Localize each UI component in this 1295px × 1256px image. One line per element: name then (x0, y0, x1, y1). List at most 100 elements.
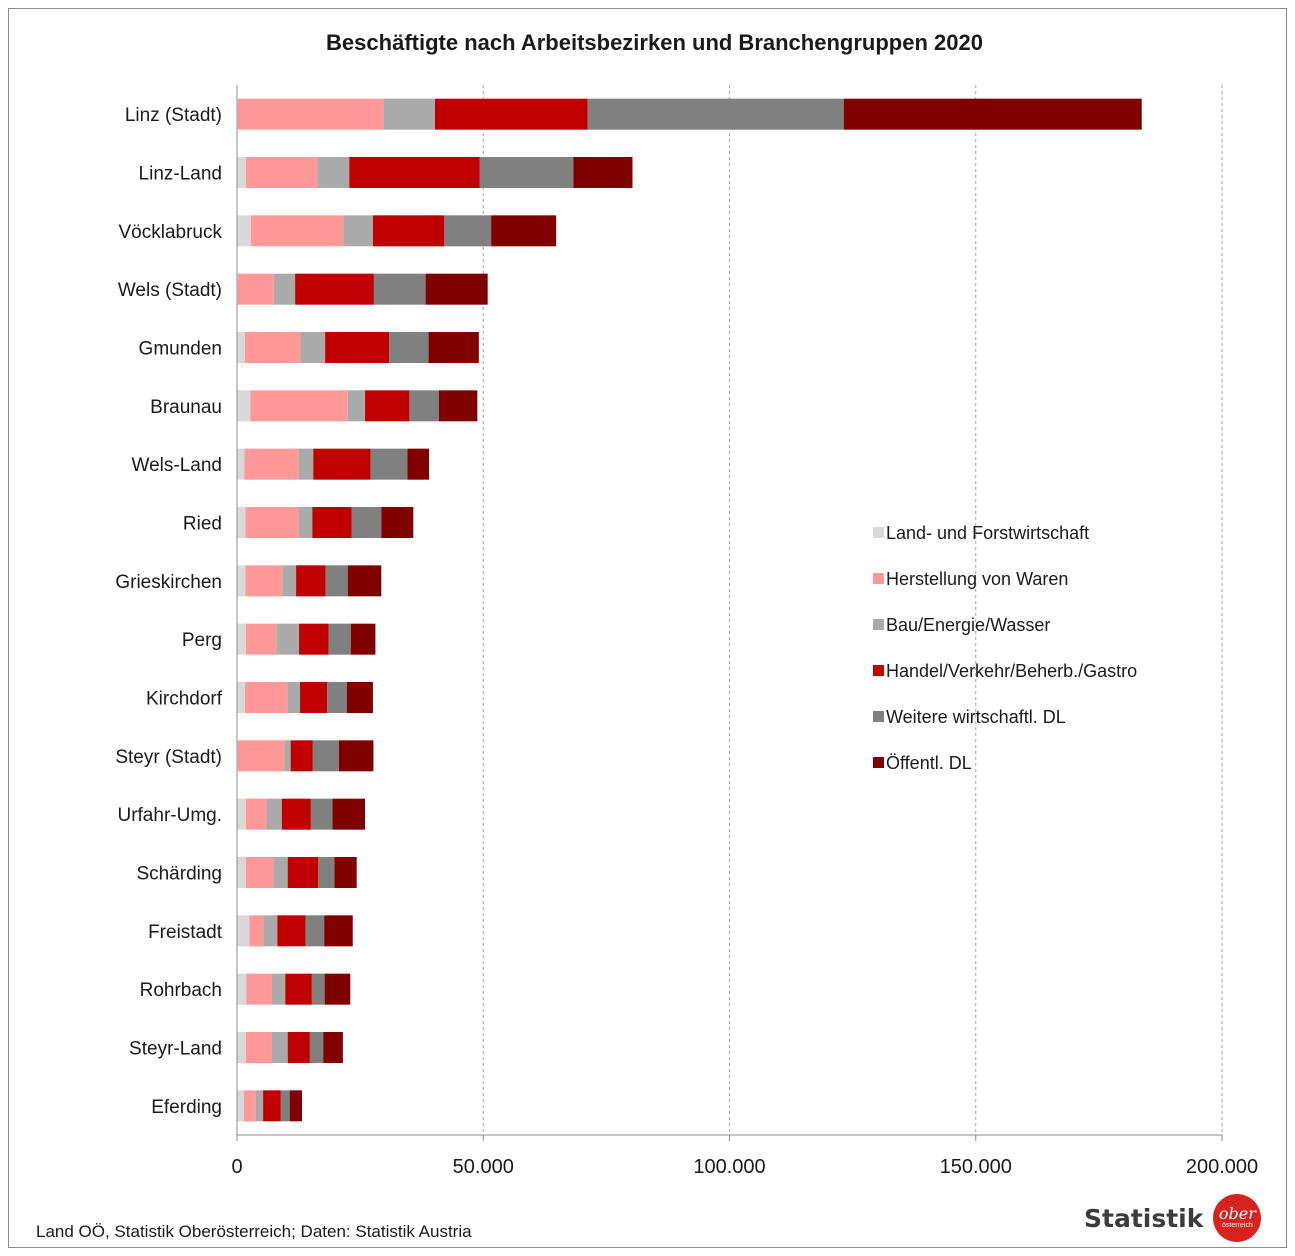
bar-segment (311, 973, 325, 1005)
bar-segment (310, 798, 333, 830)
bar-segment (237, 973, 247, 1005)
category-label: Eferding (151, 1097, 222, 1118)
bar-segment (298, 448, 314, 480)
bar-segment (323, 1032, 343, 1063)
bar-segment (237, 857, 246, 888)
legend-swatch (873, 573, 884, 584)
category-label: Kirchdorf (146, 689, 223, 710)
bar-segment (249, 915, 264, 947)
bar-segment (245, 565, 283, 597)
legend-label: Öffentl. DL (886, 753, 972, 773)
bar-segment (281, 798, 311, 830)
bar-segment (244, 682, 288, 713)
bar-segment (347, 565, 382, 597)
category-label: Rohrbach (140, 980, 222, 1001)
bar-segment (237, 157, 246, 188)
bar-segment (438, 390, 478, 422)
bar-segment (290, 740, 313, 772)
bar-segment (347, 390, 366, 422)
category-label: Vöcklabruck (119, 222, 223, 243)
bar-segment (324, 915, 353, 947)
bar-segment (273, 857, 288, 888)
category-label: Wels-Land (132, 455, 222, 476)
bar-segment (237, 390, 251, 422)
category-label: Steyr (Stadt) (115, 747, 222, 768)
bar-segment (255, 1090, 264, 1122)
logo-badge-sub: österreich (1222, 1222, 1253, 1229)
bar-segment (266, 798, 282, 830)
bar-segment (245, 623, 277, 655)
bar-segment (373, 273, 426, 305)
bar-segment (289, 1090, 303, 1122)
bar-segment (312, 507, 352, 538)
bar-segment (237, 215, 251, 247)
bar-segment (334, 857, 357, 888)
category-label: Ried (183, 514, 222, 535)
bar-segment (389, 332, 429, 363)
bar-segment (245, 798, 267, 830)
bar-segment (349, 157, 480, 188)
bar-segment (284, 740, 291, 772)
bar-segment (287, 857, 319, 888)
bar-segment (491, 215, 557, 247)
bar-segment (343, 215, 373, 247)
bar-segment (250, 215, 344, 247)
bar-segment (318, 857, 335, 888)
legend-swatch (873, 527, 884, 538)
category-label: Braunau (150, 397, 222, 418)
bar-segment (271, 973, 286, 1005)
x-tick-label: 150.000 (940, 1156, 1012, 1178)
bar-segment (346, 682, 373, 713)
bar-segment (587, 98, 844, 130)
x-tick-label: 50.000 (453, 1156, 514, 1178)
bar-segment (573, 157, 633, 188)
bar-segment (277, 915, 306, 947)
legend-swatch (873, 711, 884, 722)
bar-segment (300, 682, 328, 713)
bar-segment (271, 1032, 288, 1063)
category-label: Linz (Stadt) (125, 105, 222, 126)
logo-text: Statistik (1084, 1203, 1204, 1233)
bar-segment (317, 157, 350, 188)
bar-segment (285, 973, 312, 1005)
x-tick-label: 100.000 (693, 1156, 765, 1178)
bar-segment (237, 1090, 244, 1122)
bar-segment (237, 332, 245, 363)
bar-segment (237, 273, 274, 305)
bar-segment (381, 507, 414, 538)
bar-segment (324, 973, 351, 1005)
bar-segment (428, 332, 479, 363)
legend-label: Weitere wirtschaftl. DL (886, 707, 1066, 727)
bar-segment (328, 623, 351, 655)
legend-label: Land- und Forstwirtschaft (886, 523, 1089, 543)
statistik-logo: Statistik ober österreich (1084, 1194, 1262, 1242)
bar-segment (350, 623, 376, 655)
bar-segment (305, 915, 325, 947)
logo-badge-main: ober (1218, 1204, 1256, 1223)
bar-segment (383, 98, 435, 130)
bar-segment (237, 915, 250, 947)
x-tick-label: 0 (231, 1156, 242, 1178)
legend-swatch (873, 757, 884, 768)
bar-segment (245, 1032, 272, 1063)
bar-segment (237, 623, 246, 655)
bar-segment (237, 98, 384, 130)
bar-segment (434, 98, 588, 130)
bar-segment (287, 1032, 310, 1063)
legend-label: Handel/Verkehr/Beherb./Gastro (886, 661, 1137, 681)
chart-frame (8, 8, 1287, 1248)
category-label: Grieskirchen (115, 572, 222, 593)
bar-segment (273, 273, 296, 305)
bar-segment (237, 740, 285, 772)
bar-segment (244, 332, 301, 363)
bar-segment (237, 507, 246, 538)
bar-segment (263, 915, 278, 947)
bar-segment (843, 98, 1142, 130)
bar-segment (243, 1090, 256, 1122)
category-label: Freistadt (148, 922, 223, 943)
category-label: Urfahr-Umg. (117, 805, 222, 826)
bar-segment (287, 682, 301, 713)
bar-segment (245, 157, 318, 188)
bar-segment (325, 332, 390, 363)
